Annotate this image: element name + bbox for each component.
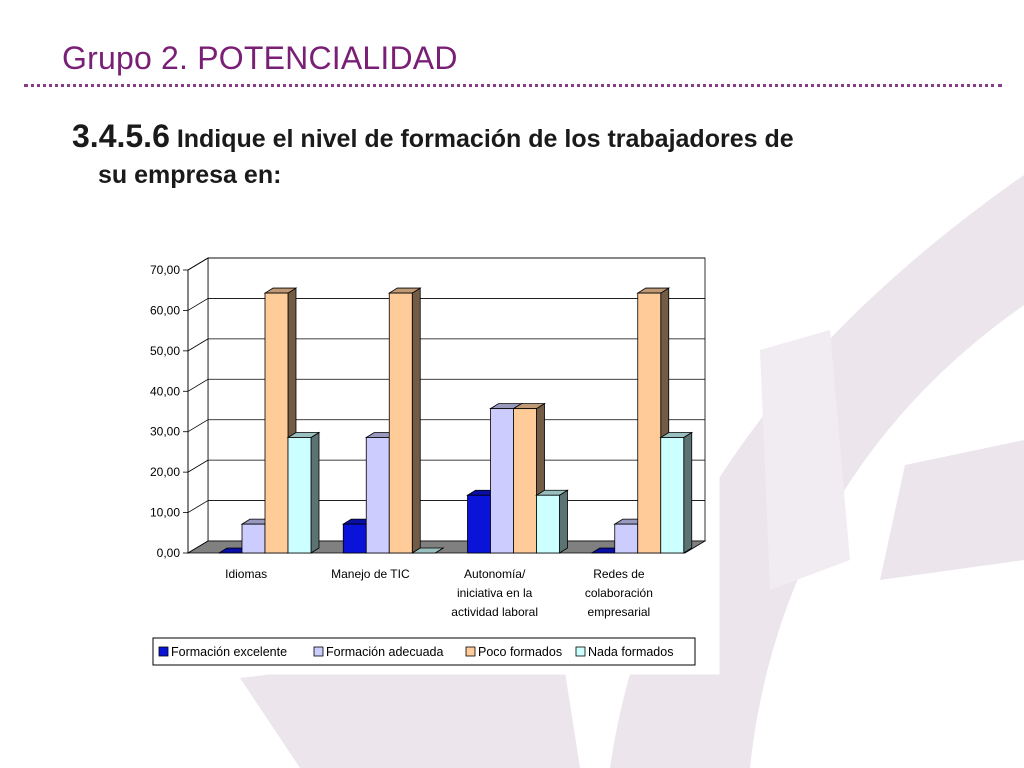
legend-swatch: [158, 646, 169, 657]
y-tick-label: 50,00: [150, 344, 180, 358]
legend-swatch: [313, 646, 324, 657]
bar-2-3: [387, 287, 422, 554]
x-tick-label: Redes de colaboración empresarial: [585, 567, 653, 619]
gridline-side: [187, 257, 209, 271]
gridline-side: [187, 298, 209, 311]
y-tick-label: 10,00: [150, 506, 180, 520]
question-number: 3.4.5.6: [72, 118, 170, 154]
bar-4-4: [659, 431, 694, 554]
gridline-side: [187, 378, 209, 392]
y-tick-label: 70,00: [150, 263, 180, 277]
title-divider: [24, 84, 1002, 87]
y-tick-label: 0,00: [157, 546, 181, 560]
x-tick-label: Autonomía/iniciativa en la actividad labo…: [451, 567, 538, 619]
bar-3-4: [535, 489, 569, 554]
y-tick-label: 20,00: [150, 465, 180, 479]
legend-item-4: Nada formados: [575, 645, 673, 659]
legend-label: Poco formados: [478, 645, 562, 659]
gridline-side: [187, 338, 209, 352]
question-text-line2: su empresa en:: [98, 161, 282, 189]
legend-swatch: [465, 646, 476, 657]
x-tick-label: Manejo de TIC: [331, 567, 410, 581]
bar-1-4: [286, 431, 321, 554]
bar-2-4: [410, 547, 445, 554]
slide-title: Grupo 2. POTENCIALIDAD: [62, 40, 458, 76]
legend-box: [152, 637, 696, 666]
legend-item-1: Formación excelente: [158, 645, 287, 659]
legend-label: Nada formados: [588, 645, 673, 659]
gridline-side: [187, 419, 209, 433]
legend-item-2: Formación adecuada: [313, 645, 443, 659]
gridline-side: [187, 459, 209, 473]
bar-chart: 0,0010,0020,0030,0040,0050,0060,0070,00 …: [110, 245, 720, 675]
chart-side-wall: [187, 257, 209, 554]
gridline-side: [187, 500, 209, 513]
x-tick-label: Idiomas: [225, 567, 267, 581]
y-tick-label: 40,00: [150, 384, 180, 398]
y-tick-label: 30,00: [150, 425, 180, 439]
legend-label: Formación adecuada: [326, 645, 443, 659]
legend-item-3: Poco formados: [465, 645, 562, 659]
y-tick-label: 60,00: [150, 303, 180, 317]
question-text-line1: Indique el nivel de formación de los tra…: [176, 125, 794, 153]
question-block: 3.4.5.6 Indique el nivel de formación de…: [72, 118, 1002, 193]
legend-swatch: [575, 646, 586, 657]
legend-label: Formación excelente: [171, 645, 287, 659]
